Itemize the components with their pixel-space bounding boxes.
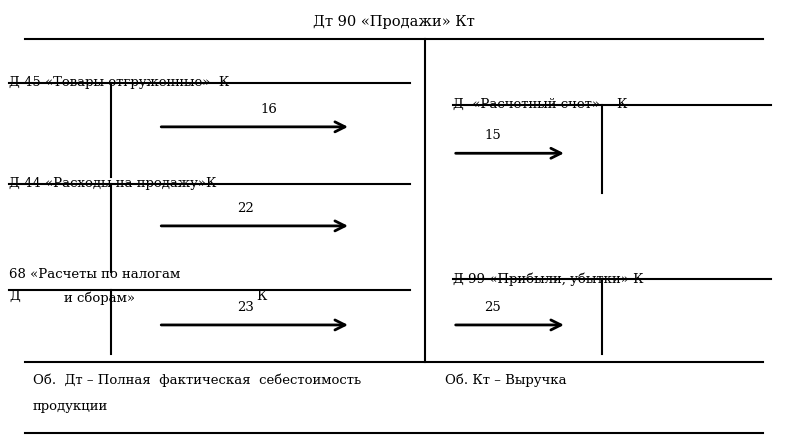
Text: Д 44 «Расходы на продажу»К: Д 44 «Расходы на продажу»К [9, 178, 217, 190]
Text: Об. Кт – Выручка: Об. Кт – Выручка [445, 373, 567, 387]
Text: Д 45 «Товары отгруженные»  К: Д 45 «Товары отгруженные» К [9, 76, 229, 89]
Text: Д 99 «Прибыли, убытки» К: Д 99 «Прибыли, убытки» К [453, 272, 643, 286]
Text: 15: 15 [485, 129, 501, 142]
Text: 16: 16 [261, 103, 277, 116]
Text: 25: 25 [485, 301, 501, 314]
Text: 22: 22 [237, 202, 254, 215]
Text: Д: Д [9, 290, 20, 303]
Text: Д  «Расчетный счет»    К: Д «Расчетный счет» К [453, 98, 627, 111]
Text: Об.  Дт – Полная  фактическая  себестоимость: Об. Дт – Полная фактическая себестоимост… [33, 373, 361, 387]
Text: 23: 23 [237, 301, 254, 314]
Text: продукции: продукции [33, 400, 108, 413]
Text: Дт 90 «Продажи» Кт: Дт 90 «Продажи» Кт [313, 15, 475, 29]
Text: К: К [257, 290, 267, 303]
Text: и сборам»: и сборам» [64, 292, 136, 305]
Text: 68 «Расчеты по налогам: 68 «Расчеты по налогам [9, 268, 180, 281]
